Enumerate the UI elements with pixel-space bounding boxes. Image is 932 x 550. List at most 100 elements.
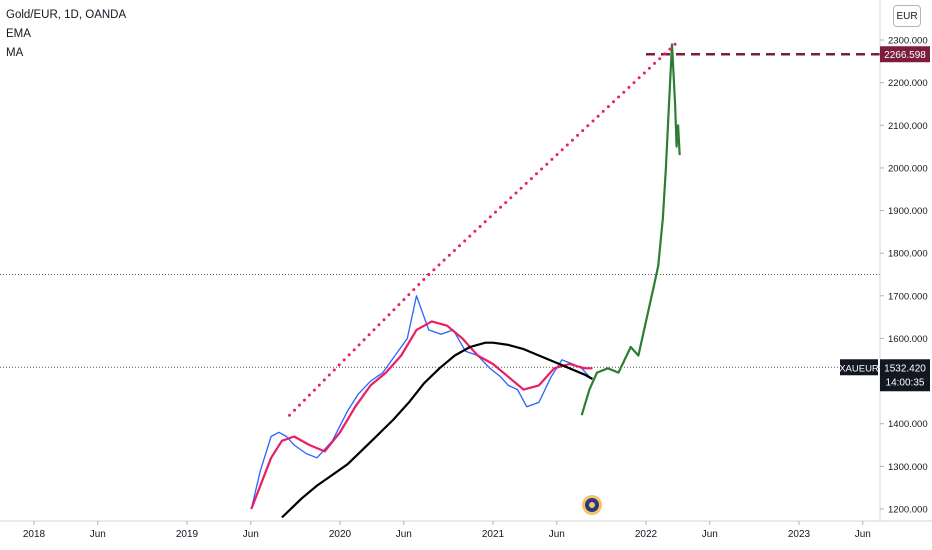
y-tick-label: 2300.000 — [888, 36, 928, 47]
symbol-title[interactable]: Gold/EUR, 1D, OANDA — [6, 9, 127, 21]
price-history-line — [250, 295, 590, 510]
trend-dot — [372, 328, 376, 332]
trend-dot — [468, 234, 472, 238]
x-tick-label: 2022 — [635, 529, 658, 540]
y-tick-label: 1800.000 — [888, 249, 928, 260]
trend-dot — [632, 81, 636, 85]
trend-dot — [288, 413, 291, 417]
trend-dot — [312, 388, 316, 392]
y-tick-label: 1400.000 — [888, 419, 928, 430]
symbol-tag-label: XAUEUR — [839, 363, 879, 374]
trend-dot — [327, 373, 331, 377]
x-tick-label: Jun — [243, 529, 259, 540]
trend-dot — [483, 220, 487, 224]
trend-dot — [617, 95, 621, 99]
y-tick-label: 1900.000 — [888, 206, 928, 217]
trend-dot — [545, 162, 549, 166]
symbol-tag — [840, 359, 878, 376]
ma-legend-label[interactable]: MA — [6, 47, 24, 59]
target-price-tag — [880, 46, 930, 63]
trend-dot — [499, 205, 503, 209]
trend-dot — [417, 283, 421, 286]
x-tick-label: Jun — [396, 529, 412, 540]
trend-dot — [565, 143, 569, 147]
trend-dot — [627, 85, 631, 89]
price-axis[interactable]: 1200.0001300.0001400.0001500.0001600.000… — [880, 36, 928, 516]
trend-dot — [442, 258, 446, 262]
price-projection-line — [580, 43, 681, 416]
trend-dot — [392, 308, 396, 312]
trend-dot — [514, 191, 518, 195]
trend-dot — [452, 249, 456, 252]
trend-dot — [658, 57, 662, 61]
trend-dot — [478, 225, 482, 228]
x-tick-label: Jun — [855, 529, 871, 540]
x-tick-label: 2023 — [788, 529, 811, 540]
trend-dot — [382, 318, 386, 322]
trend-dot — [606, 105, 610, 109]
trend-dot — [447, 253, 451, 257]
trend-dot — [668, 47, 672, 51]
trend-dot — [293, 408, 296, 412]
trend-dot — [560, 148, 564, 152]
current-price-label: 1532.420 — [884, 363, 926, 374]
trend-dot — [458, 244, 461, 248]
trend-dot — [463, 239, 467, 243]
trend-dot — [377, 323, 381, 327]
horizontal-lines — [0, 52, 880, 368]
ema-legend-label[interactable]: EMA — [6, 28, 31, 40]
x-tick-label: Jun — [702, 529, 718, 540]
trend-dot — [427, 273, 431, 276]
y-tick-label: 1300.000 — [888, 462, 928, 473]
trend-dot — [581, 129, 585, 133]
trend-dot — [653, 61, 656, 65]
trend-dot — [586, 124, 590, 128]
time-axis[interactable]: 2018 Jun 2019 Jun 2020 Jun 2021 Jun 2022 Jun 2023 J… — [23, 521, 871, 540]
bank-logo-icon[interactable] — [582, 495, 602, 515]
trend-dot — [504, 201, 508, 205]
trend-dot — [519, 186, 523, 190]
trend-dot — [322, 378, 326, 382]
trend-dot — [437, 263, 441, 267]
ma-line — [281, 341, 594, 519]
trend-dot — [422, 278, 426, 281]
trend-dot — [637, 76, 641, 80]
y-tick-label: 2200.000 — [888, 78, 928, 89]
x-tick-label: Jun — [90, 529, 106, 540]
trend-dot — [488, 215, 492, 219]
y-tick-label: 1200.000 — [888, 505, 928, 516]
y-tick-label: 1700.000 — [888, 291, 928, 302]
trend-dot — [622, 90, 626, 94]
trend-dot — [387, 313, 391, 317]
chart-legend: Gold/EUR, 1D, OANDA EMA MA — [6, 6, 126, 63]
trend-dot — [317, 383, 321, 387]
countdown-label: 14:00:35 — [886, 377, 925, 388]
trend-dot — [647, 66, 651, 70]
trend-dot — [412, 288, 416, 292]
x-tick-label: 2018 — [23, 529, 46, 540]
trend-dot — [570, 138, 574, 142]
trend-dot — [473, 229, 477, 233]
trend-dot — [357, 343, 361, 347]
trend-dot — [367, 333, 371, 337]
trend-dot — [555, 153, 559, 157]
trend-dot — [432, 268, 436, 272]
trend-dot — [663, 52, 667, 56]
y-tick-label: 2000.000 — [888, 163, 928, 174]
trend-dot — [407, 293, 411, 297]
trend-dot — [342, 358, 346, 362]
trend-dot — [302, 398, 306, 402]
x-tick-label: 2021 — [482, 529, 505, 540]
trend-dot — [576, 133, 580, 137]
target-price-label: 2266.598 — [884, 50, 926, 61]
x-tick-label: Jun — [549, 529, 565, 540]
trend-dot — [337, 363, 341, 367]
currency-button[interactable]: EUR — [893, 5, 921, 27]
trend-dot — [591, 119, 595, 123]
trend-dot — [307, 393, 311, 397]
ema-line — [250, 320, 593, 510]
trend-dot — [673, 42, 677, 46]
trend-dot — [550, 157, 554, 161]
trend-dot — [642, 71, 646, 75]
